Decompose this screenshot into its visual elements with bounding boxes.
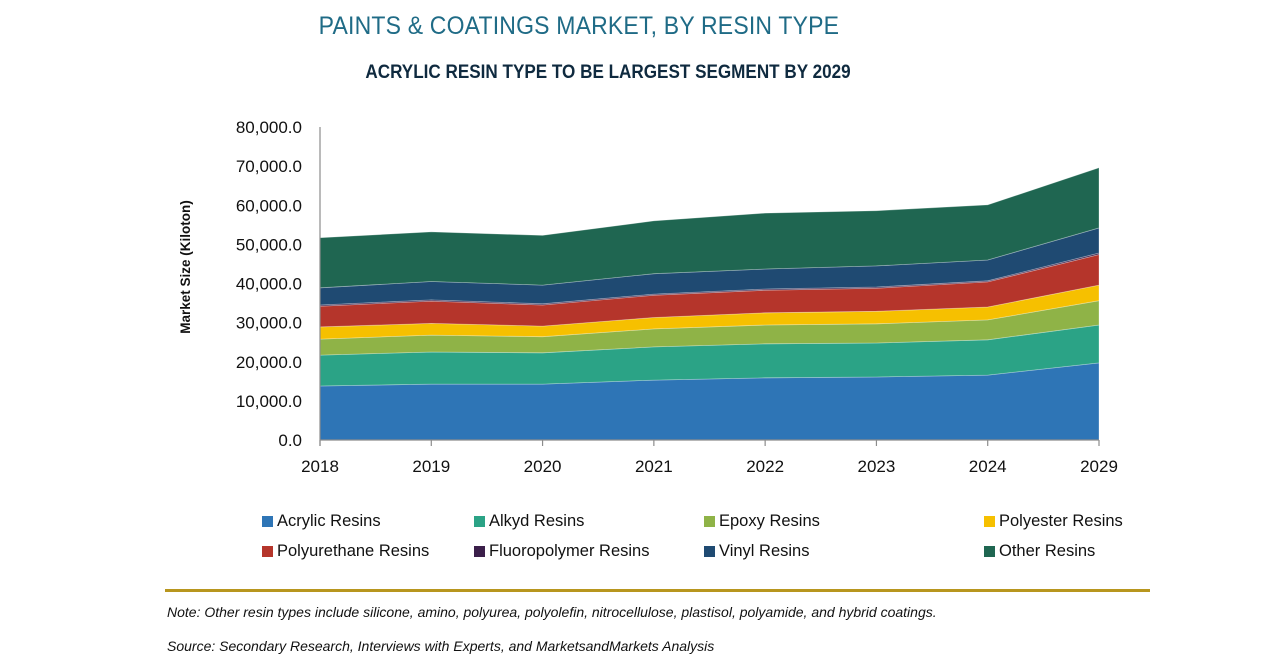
y-tick-label: 40,000.0 — [236, 275, 302, 294]
legend-item: Acrylic Resins — [262, 512, 381, 531]
x-tick-label: 2022 — [746, 457, 784, 476]
legend-item: Epoxy Resins — [704, 512, 820, 531]
source-note: Source: Secondary Research, Interviews w… — [167, 638, 715, 654]
stacked-area-chart: 0.0 10,000.0 20,000.0 30,000.0 40,000.0 50,00… — [178, 118, 1118, 476]
y-tick-label: 30,000.0 — [236, 314, 302, 333]
x-tick-label: 2018 — [301, 457, 339, 476]
x-tick-label: 2021 — [635, 457, 673, 476]
y-tick-label: 0.0 — [278, 431, 302, 450]
legend-item: Fluoropolymer Resins — [474, 542, 649, 561]
y-tick-label: 10,000.0 — [236, 392, 302, 411]
legend-swatch — [704, 516, 715, 527]
area-series-group — [319, 167, 1100, 441]
x-tick-label: 2023 — [858, 457, 896, 476]
y-tick-label: 80,000.0 — [236, 118, 302, 137]
legend-swatch — [474, 516, 485, 527]
legend-label: Fluoropolymer Resins — [489, 542, 650, 560]
legend-label: Polyurethane Resins — [277, 542, 430, 560]
area-fluoropolymer-resins — [319, 252, 1100, 307]
area-other-resins — [319, 167, 1100, 289]
legend-swatch — [262, 546, 273, 557]
x-tick-label: 2020 — [524, 457, 562, 476]
footer-divider — [165, 589, 1150, 592]
y-axis-label: Market Size (Kiloton) — [178, 200, 193, 334]
legend-label: Other Resins — [999, 542, 1096, 560]
y-tick-label: 60,000.0 — [236, 196, 302, 215]
legend-label: Alkyd Resins — [489, 512, 585, 530]
legend-label: Vinyl Resins — [719, 542, 810, 560]
legend-item: Polyurethane Resins — [262, 542, 429, 561]
y-tick-label: 20,000.0 — [236, 353, 302, 372]
legend-swatch — [704, 546, 715, 557]
legend-label: Polyester Resins — [999, 512, 1123, 530]
axes-group: 0.0 10,000.0 20,000.0 30,000.0 40,000.0 50,00… — [236, 118, 1118, 476]
x-tick-label: 2019 — [412, 457, 450, 476]
legend-item: Polyester Resins — [984, 512, 1123, 531]
legend-item: Vinyl Resins — [704, 542, 809, 561]
legend-swatch — [984, 516, 995, 527]
legend-swatch — [474, 546, 485, 557]
x-tick-label: 2024 — [969, 457, 1007, 476]
legend-swatch — [984, 546, 995, 557]
footnote: Note: Other resin types include silicone… — [167, 604, 937, 620]
legend-item: Other Resins — [984, 542, 1095, 561]
x-tick-label: 2029 — [1080, 457, 1118, 476]
area-alkyd-resins — [319, 324, 1100, 387]
chart-title: PAINTS & COATINGS MARKET, BY RESIN TYPE — [318, 12, 840, 40]
legend-item: Alkyd Resins — [474, 512, 584, 531]
legend-swatch — [262, 516, 273, 527]
y-tick-label: 70,000.0 — [236, 157, 302, 176]
y-tick-label: 50,000.0 — [236, 235, 302, 254]
chart-subtitle: ACRYLIC RESIN TYPE TO BE LARGEST SEGMENT… — [365, 62, 851, 83]
legend-label: Epoxy Resins — [719, 512, 820, 530]
legend-label: Acrylic Resins — [277, 512, 381, 530]
